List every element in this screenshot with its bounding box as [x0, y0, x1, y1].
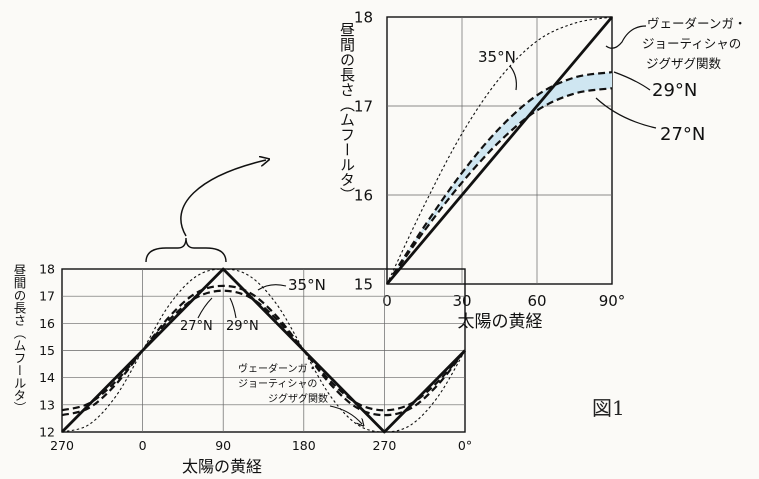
zoom-arrow [180, 160, 266, 237]
year-annotation-27n: 27°N [180, 319, 213, 334]
zoom-y-ticks: 15 16 17 18 [354, 8, 373, 293]
year-annotation-29n: 29°N [226, 319, 259, 334]
year-y-axis-label: 昼間の長さ（ムフールタ） [12, 264, 27, 414]
y-tick-label: 18 [354, 8, 373, 26]
zoom-leader-29n [613, 71, 651, 91]
zoom-chart-frame [386, 16, 613, 285]
zoom-band-27-29 [387, 72, 612, 285]
year-leader-35n [257, 284, 287, 291]
y-tick-label: 17 [39, 289, 55, 304]
year-x-axis-label: 太陽の黄経 [182, 457, 262, 476]
zoom-x-ticks: 0 30 60 90° [382, 292, 625, 310]
year-leader-27n [197, 297, 213, 319]
y-tick-label: 15 [354, 275, 373, 293]
y-tick-label: 14 [39, 370, 55, 385]
year-annotation-zigzag-3: ジグザグ関数 [268, 392, 328, 405]
x-tick-label: 30 [452, 292, 471, 310]
zoom-annotation-35n: 35°N [478, 48, 516, 66]
year-y-ticks: 12 13 14 15 16 17 18 [39, 262, 55, 440]
zoom-leader-27n [595, 97, 657, 129]
zoom-annotation-zigzag-3: ジグザグ関数 [646, 56, 722, 71]
y-tick-label: 16 [39, 316, 55, 331]
x-tick-label: 270 [372, 438, 396, 453]
year-leader-zigzag [329, 405, 362, 424]
x-tick-label: 90° [599, 292, 626, 310]
y-tick-label: 17 [354, 97, 373, 115]
zoom-chart: 0 30 60 90° 15 16 17 18 太陽の黄経 昼間の長さ（ムフールタ） 35°… [338, 8, 746, 332]
zoom-annotation-zigzag-2: ジョーティシャの [642, 36, 741, 51]
y-tick-label: 13 [39, 397, 55, 412]
zoom-annotation-27n: 27°N [660, 124, 705, 145]
zoom-annotation-zigzag-1: ヴェーダーンガ・ [647, 16, 746, 31]
x-tick-label: 60 [527, 292, 546, 310]
year-x-ticks: 270 0 90 180 270 0° [50, 438, 472, 453]
series-line [61, 289, 466, 412]
year-annotation-zigzag-1: ヴェーダーンガ・ [238, 362, 318, 375]
y-tick-label: 16 [354, 186, 373, 204]
x-tick-label: 90 [215, 438, 231, 453]
zoom-brace [145, 237, 227, 263]
figure-label: 図1 [592, 396, 625, 420]
year-chart: 270 0 90 180 270 0° 12 13 14 15 16 17 18 太陽の黄経 昼間の長… [12, 262, 473, 477]
x-tick-label: 0° [458, 438, 472, 453]
y-tick-label: 15 [39, 343, 55, 358]
year-leader-29n [229, 297, 237, 319]
x-tick-label: 270 [50, 438, 74, 453]
zoom-chart-series [385, 16, 614, 285]
series-line [385, 16, 614, 285]
x-tick-label: 0 [139, 438, 147, 453]
zoom-x-axis-label: 太陽の黄経 [458, 312, 543, 332]
series-line [386, 71, 613, 285]
year-annotation-35n: 35°N [288, 276, 326, 294]
series-line [386, 87, 613, 285]
x-tick-label: 0 [382, 292, 392, 310]
year-chart-series [61, 267, 466, 434]
zoom-y-axis-label: 昼間の長さ（ムフールタ） [338, 22, 356, 202]
y-tick-label: 18 [39, 262, 55, 277]
year-annotation-zigzag-2: ジョーティシャの [238, 379, 317, 390]
y-tick-label: 12 [39, 425, 55, 440]
x-tick-label: 180 [292, 438, 316, 453]
zoom-leader-zigzag [605, 25, 647, 49]
zoom-annotation-29n: 29°N [652, 80, 697, 101]
series-line [61, 284, 466, 417]
series-line [61, 268, 466, 433]
zoom-leader-35n [509, 65, 517, 91]
zoom-chart-grid [387, 17, 612, 284]
